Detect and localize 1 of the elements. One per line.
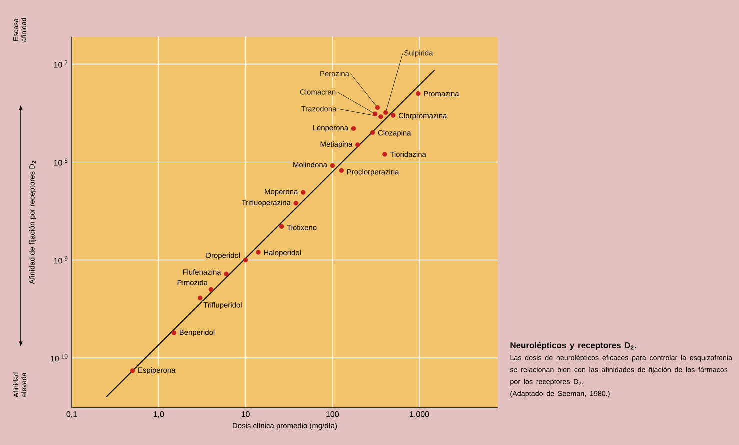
text: Neurolépticos y receptores D$_{2}$. — [510, 342, 636, 350]
